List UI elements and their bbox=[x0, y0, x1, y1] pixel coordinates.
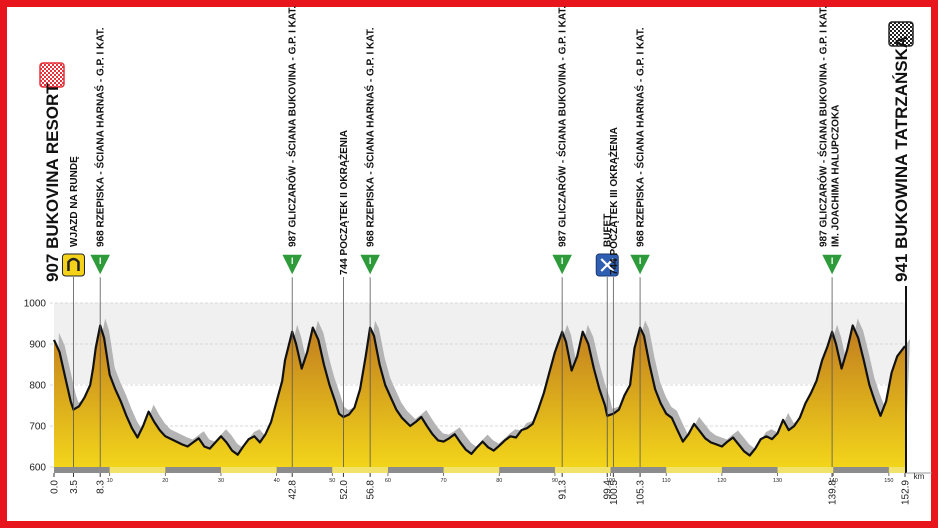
climb-icon-shape bbox=[357, 253, 383, 278]
climb-icon: I bbox=[819, 253, 845, 278]
km-bar-segment bbox=[109, 467, 166, 473]
km-bar-segment bbox=[443, 467, 500, 473]
finish-label: 941 BUKOWINA TATRZAŃSKA bbox=[892, 36, 911, 282]
x-point-label: 139.8 bbox=[828, 480, 839, 505]
km-bar-segment bbox=[666, 467, 722, 473]
climb-icon-shape bbox=[279, 253, 305, 278]
y-tick-label: 1000 bbox=[24, 299, 47, 310]
finish-flag-icon bbox=[888, 21, 914, 47]
climb-icon-shape bbox=[87, 253, 113, 278]
annotation-label: 987 GLICZARÓW - ŚCIANA BUKOVINA - G.P. I… bbox=[556, 6, 569, 247]
start-flag-icon bbox=[39, 62, 65, 88]
climb-icon: I bbox=[627, 253, 653, 278]
x-point-label: 99.4 bbox=[603, 480, 614, 500]
climb-icon-label: I bbox=[831, 256, 834, 266]
x-point-label: 52.0 bbox=[339, 480, 350, 500]
climb-icon-label: I bbox=[561, 256, 564, 266]
x-minor-tick-label: 80 bbox=[496, 478, 502, 484]
annotation-label: 968 RZEPISKA - ŚCIANA HARNAŚ - G.P. I KA… bbox=[94, 27, 107, 247]
x-point-label: 100.5 bbox=[609, 480, 620, 505]
y-tick-label: 800 bbox=[29, 381, 46, 392]
x-minor-tick-label: 50 bbox=[329, 478, 335, 484]
climb-icon-label: I bbox=[639, 256, 642, 266]
y-tick-label: 900 bbox=[29, 340, 46, 351]
x-minor-tick-label: 70 bbox=[441, 478, 447, 484]
climb-icon-label: I bbox=[291, 256, 294, 266]
x-minor-tick-label: 20 bbox=[162, 478, 168, 484]
y-tick-label: 700 bbox=[29, 422, 46, 433]
x-minor-tick-label: 130 bbox=[773, 478, 782, 484]
x-minor-tick-label: 140 bbox=[829, 478, 838, 484]
climb-icon: I bbox=[87, 253, 113, 278]
y-tick-label: 600 bbox=[29, 463, 46, 474]
climb-icon-shape bbox=[627, 253, 653, 278]
annotation-label: 744 POCZĄTEK III OKRĄŻENIA bbox=[607, 127, 620, 275]
profile-outline bbox=[52, 324, 906, 457]
feed-zone-icon-shape bbox=[600, 258, 615, 272]
climb-icon-shape bbox=[549, 253, 575, 278]
climb-icon: I bbox=[549, 253, 575, 278]
horseshoe-icon-bg bbox=[61, 253, 85, 277]
x-minor-tick-label: 100 bbox=[606, 478, 615, 484]
x-minor-tick-label: 10 bbox=[107, 478, 113, 484]
climb-icon-label: I bbox=[369, 256, 372, 266]
km-bar-segment bbox=[888, 467, 905, 473]
start-label: 907 BUKOVINA RESORT bbox=[43, 83, 62, 282]
x-minor-tick-label: 150 bbox=[884, 478, 893, 484]
x-point-label: 91.3 bbox=[558, 480, 569, 500]
x-axis-unit-label: km bbox=[914, 472, 925, 481]
horseshoe-icon bbox=[61, 253, 85, 277]
climb-icon: I bbox=[279, 253, 305, 278]
annotation-label: 968 RZEPISKA - ŚCIANA HARNAŚ - G.P. I KA… bbox=[364, 27, 377, 247]
x-point-label: 3.5 bbox=[69, 480, 80, 494]
feed-zone-icon bbox=[595, 253, 619, 277]
annotation-label: 987 GLICZARÓW - ŚCIANA BUKOVINA - G.P. I… bbox=[286, 6, 299, 247]
x-point-label: 0.0 bbox=[50, 480, 61, 494]
climb-icon-shape bbox=[819, 253, 845, 278]
x-point-label: 152.9 bbox=[901, 480, 912, 505]
x-minor-tick-label: 90 bbox=[552, 478, 558, 484]
horseshoe-icon-shape bbox=[67, 257, 80, 271]
annotation-label: 968 RZEPISKA - ŚCIANA HARNAŚ - G.P. I KA… bbox=[634, 27, 647, 247]
x-minor-tick-label: 60 bbox=[385, 478, 391, 484]
climb-icon-label: I bbox=[99, 256, 102, 266]
annotation-label: BUFET bbox=[603, 214, 614, 247]
x-point-label: 42.8 bbox=[288, 480, 299, 500]
annotation-label: 987 GLICZARÓW - ŚCIANA BUKOVINA - G.P. I… bbox=[817, 6, 830, 247]
x-minor-tick-label: 40 bbox=[274, 478, 280, 484]
x-point-label: 105.3 bbox=[636, 480, 647, 505]
climb-icon: I bbox=[357, 253, 383, 278]
x-minor-tick-label: 110 bbox=[662, 478, 671, 484]
km-bar-segment bbox=[332, 467, 388, 473]
x-minor-tick-label: 30 bbox=[218, 478, 224, 484]
km-bar-segment bbox=[554, 467, 611, 473]
x-point-label: 56.8 bbox=[366, 480, 377, 500]
annotation-label-2: IM. JOACHIMA HALUPCZOKA bbox=[831, 105, 842, 247]
km-bar-segment bbox=[220, 467, 277, 473]
x-point-label: 8.3 bbox=[96, 480, 107, 494]
km-bar-segment bbox=[777, 467, 834, 473]
x-minor-tick-label: 120 bbox=[717, 478, 726, 484]
annotation-label: 744 POCZĄTEK II OKRĄŻENIA bbox=[337, 130, 350, 275]
annotation-label: WJAZD NA RUNDĘ bbox=[69, 156, 80, 247]
